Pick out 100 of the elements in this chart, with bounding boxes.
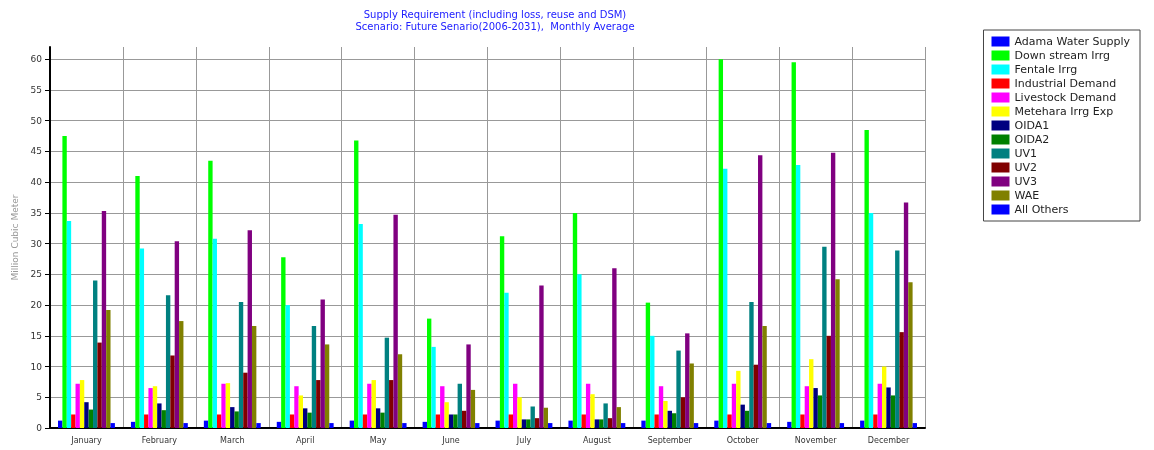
bar (431, 346, 436, 428)
bar (603, 403, 608, 428)
bar (577, 274, 582, 428)
bar (590, 394, 595, 428)
bar (281, 257, 286, 428)
bar (817, 395, 823, 428)
bar (585, 383, 591, 428)
bar (895, 250, 900, 428)
bar (568, 420, 573, 428)
bar (362, 414, 368, 428)
bar (839, 423, 845, 428)
bar (753, 364, 759, 428)
y-tick-label: 60 (30, 54, 43, 65)
bar (813, 388, 818, 428)
bar (234, 411, 239, 428)
chart-title: Supply Requirement (including loss, reuse and DSM) (363, 8, 627, 20)
y-tick-label: 5 (36, 392, 42, 403)
bar (740, 404, 745, 428)
bar (93, 280, 98, 428)
bar (444, 402, 449, 428)
bar (650, 335, 655, 428)
bar (612, 268, 617, 428)
bar (135, 176, 140, 428)
bar (731, 383, 737, 428)
bar (758, 155, 763, 428)
bar (504, 292, 509, 428)
bar (723, 168, 728, 428)
bar (289, 414, 295, 428)
bar (256, 423, 261, 428)
bar (453, 414, 458, 428)
x-tick-label: December (867, 435, 910, 445)
bar (641, 420, 646, 428)
bar (466, 344, 471, 428)
bar (526, 419, 531, 428)
legend-label: WAE (1014, 189, 1040, 202)
bar (521, 419, 527, 428)
bar (873, 414, 878, 428)
bar (822, 246, 827, 428)
bar (594, 419, 600, 428)
bar (161, 410, 166, 428)
y-tick-label: 35 (30, 207, 42, 218)
legend-label: Metehara Irrg Exp (1014, 105, 1114, 118)
y-tick-label: 20 (30, 300, 43, 311)
x-tick-label: October (726, 435, 760, 445)
bar (106, 310, 111, 428)
bar (294, 386, 299, 428)
bar (791, 62, 796, 428)
bar (530, 406, 535, 428)
bar (183, 423, 188, 428)
bar (212, 238, 217, 428)
bar (513, 383, 518, 428)
bar (354, 140, 359, 428)
bar (718, 59, 724, 428)
bar (693, 423, 699, 428)
bar (548, 423, 553, 428)
bar (517, 397, 522, 428)
bar (475, 423, 480, 428)
bar (663, 400, 668, 428)
x-tick-label: May (369, 435, 387, 445)
bar (358, 223, 363, 428)
x-tick-label: June (441, 435, 460, 445)
bar (912, 423, 917, 428)
bar (139, 248, 145, 428)
legend-label: Down stream Irrg (1014, 49, 1111, 62)
bar (440, 386, 445, 428)
bar (221, 383, 226, 428)
bar (393, 214, 398, 428)
bar (499, 236, 505, 428)
bar (71, 414, 76, 428)
bar (66, 220, 72, 428)
bar (157, 403, 162, 428)
bar (435, 414, 441, 428)
bar (908, 282, 913, 428)
bar (877, 383, 882, 428)
y-tick-label: 50 (30, 115, 43, 126)
y-tick-label: 0 (36, 423, 43, 433)
bar (804, 386, 810, 428)
bar (316, 380, 321, 428)
x-tick-label: August (582, 435, 611, 445)
x-tick-label: February (141, 435, 178, 445)
bar (714, 420, 719, 428)
bar (676, 350, 681, 428)
bar (307, 412, 312, 428)
bar (881, 366, 887, 428)
bar (508, 414, 514, 428)
y-tick-label: 45 (30, 146, 42, 157)
bar (903, 202, 909, 428)
bar (380, 412, 385, 428)
bar (152, 386, 158, 428)
bar (470, 389, 476, 428)
bar (285, 305, 290, 428)
bar (762, 325, 767, 428)
x-tick-label: September (647, 435, 693, 445)
bar (599, 419, 604, 428)
bar (216, 414, 222, 428)
bar (864, 129, 869, 428)
legend-label: UV2 (1014, 161, 1038, 174)
legend-label: All Others (1014, 203, 1069, 216)
bar (534, 418, 540, 428)
bar (397, 354, 403, 428)
